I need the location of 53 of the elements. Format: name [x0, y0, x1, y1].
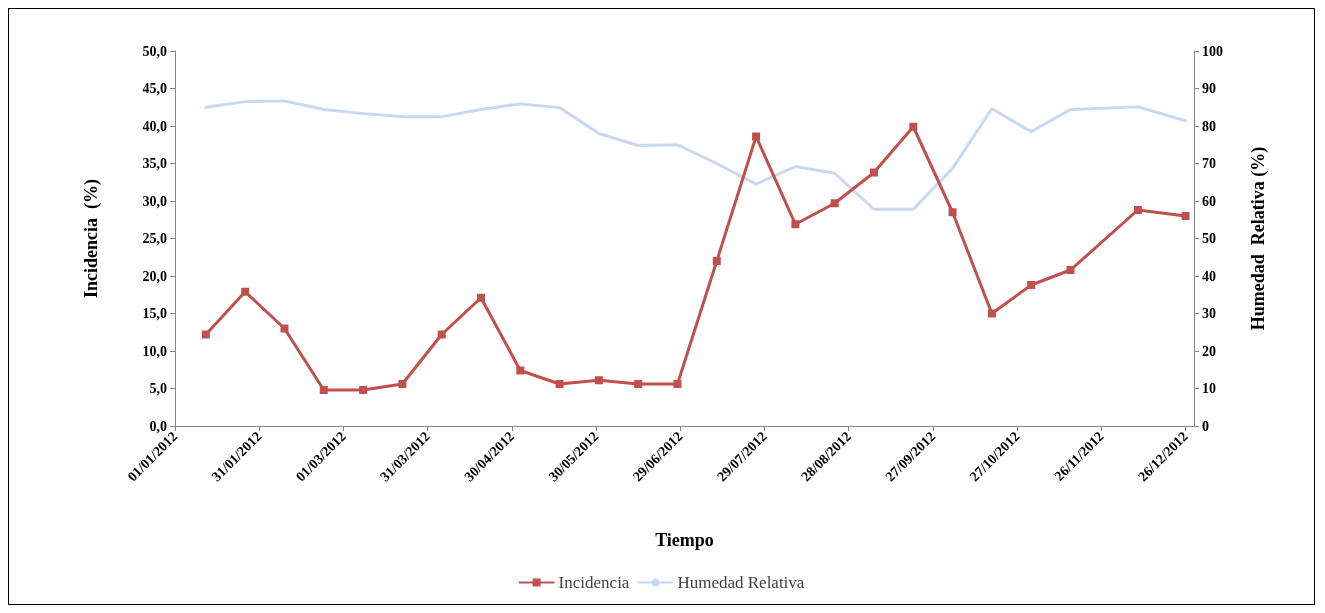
y-tick-label: 5,0	[149, 381, 167, 396]
point	[634, 380, 643, 388]
point	[909, 122, 918, 131]
x-axis-title: Tiempo	[655, 530, 714, 550]
point	[359, 386, 368, 394]
legend-label: Humedad Relativa	[677, 573, 805, 592]
y2-axis-title: Humedad Relativa (%)	[1248, 146, 1269, 331]
point	[201, 330, 210, 339]
point	[830, 199, 839, 208]
point	[476, 293, 485, 302]
point	[555, 380, 564, 388]
y2-tick-label: 40	[1202, 268, 1216, 284]
y2-tick-label: 30	[1202, 306, 1216, 321]
point	[948, 208, 957, 217]
point	[1133, 206, 1142, 214]
point	[516, 366, 525, 375]
point	[1181, 212, 1190, 220]
point	[752, 132, 761, 141]
y2-tick-label: 70	[1202, 156, 1216, 171]
y-tick-label: 0,0	[149, 418, 167, 434]
y2-tick-label: 90	[1202, 81, 1216, 96]
y2-tick-label: 50	[1202, 231, 1216, 246]
y-tick-label: 15,0	[142, 306, 167, 321]
y2-tick-label: 80	[1202, 118, 1216, 134]
y-tick-label: 25,0	[142, 231, 167, 246]
point	[594, 376, 603, 385]
y2-tick-label: 60	[1202, 193, 1216, 209]
point	[791, 220, 800, 229]
point	[1027, 281, 1036, 289]
y-tick-label: 40,0	[142, 118, 167, 134]
line-series	[204, 99, 1188, 211]
y-axis-title: Incidencia (%)	[81, 179, 102, 298]
y-tick-label: 35,0	[142, 156, 167, 171]
point	[673, 380, 682, 388]
point	[280, 324, 289, 333]
point	[437, 330, 446, 339]
y-tick-label: 30,0	[142, 193, 167, 209]
y-tick-label: 45,0	[142, 81, 167, 96]
point	[398, 380, 407, 388]
y2-tick-label: 100	[1202, 43, 1223, 59]
y-tick-label: 50,0	[142, 43, 167, 59]
legend-label: Incidencia	[558, 573, 630, 592]
point	[869, 168, 878, 177]
y-tick-label: 20,0	[142, 268, 167, 284]
y2-tick-label: 10	[1202, 381, 1216, 396]
point	[1066, 266, 1075, 274]
y-tick-label: 10,0	[142, 343, 167, 359]
y2-tick-label: 0	[1202, 418, 1209, 434]
point	[319, 386, 328, 394]
point	[987, 309, 996, 318]
point	[241, 287, 250, 296]
y2-tick-label: 20	[1202, 343, 1216, 359]
point	[712, 257, 721, 265]
